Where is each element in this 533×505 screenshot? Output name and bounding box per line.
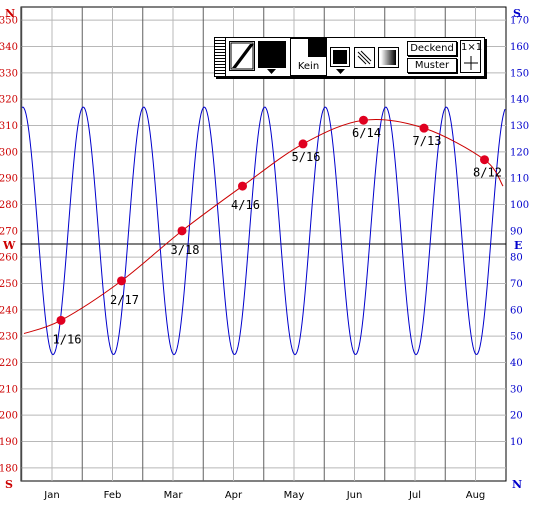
month-axis: Jan Feb Mar Apr May Jun Jul Aug (43, 490, 485, 501)
palette-drag-handle[interactable] (215, 38, 226, 76)
month-label: Jan (43, 490, 59, 501)
left-tick-label: 340 (0, 42, 18, 53)
gradient-icon (381, 50, 396, 65)
fill-dropdown-icon (336, 69, 345, 74)
left-tick-label: 280 (0, 200, 18, 211)
right-axis: 170 160 150 140 130 120 110 100 90 80 70 60 50 40 30 20… (510, 16, 529, 448)
data-point (56, 315, 66, 325)
blue-series-line (21, 106, 506, 356)
data-point (177, 226, 187, 236)
left-top-label: N (5, 7, 15, 20)
right-tick-label: 50 (510, 332, 523, 343)
grid-size-label: 1×1 (461, 42, 483, 53)
data-point-label: 2/17 (110, 293, 139, 307)
data-point-label: 6/14 (352, 126, 381, 140)
right-tick-label: 110 (510, 174, 529, 185)
right-tick-label: 40 (510, 358, 523, 369)
month-label: Mar (164, 490, 184, 501)
left-tick-label: 190 (0, 437, 18, 448)
right-tick-label: 160 (510, 42, 529, 53)
right-bottom-label: N (512, 478, 522, 491)
data-point (298, 139, 308, 149)
data-point (480, 155, 489, 165)
pen-color-button[interactable] (258, 41, 286, 68)
right-tick-label: 10 (510, 437, 523, 448)
right-tick-label: 80 (510, 253, 523, 264)
right-tick-label: 140 (510, 95, 529, 106)
diagonal-hatch-icon (357, 50, 372, 65)
right-tick-label: 150 (510, 68, 529, 79)
data-point (117, 276, 126, 286)
left-tick-label: 330 (0, 68, 18, 79)
grid-size-button[interactable]: 1×1 (460, 40, 483, 73)
red-series-line (23, 118, 504, 335)
right-tick-label: 90 (510, 226, 523, 237)
right-middle-label: E (514, 239, 522, 252)
left-axis: 350 340 330 320 310 300 290 280 270 260 250 240 230 2… (0, 16, 18, 475)
left-bottom-label: S (5, 478, 13, 491)
right-tick-label: 30 (510, 384, 523, 395)
right-tick-label: 100 (510, 200, 529, 211)
data-point-label: 7/13 (413, 134, 442, 148)
left-tick-label: 350 (0, 16, 18, 27)
opaque-button[interactable]: Deckend (407, 41, 457, 56)
fill-none-button[interactable]: Kein (290, 38, 327, 76)
left-middle-label: W (2, 239, 16, 252)
right-tick-label: 60 (510, 305, 523, 316)
pattern-button[interactable]: Muster (407, 58, 457, 73)
left-tick-label: 310 (0, 121, 18, 132)
right-tick-label: 20 (510, 411, 523, 422)
month-label: Feb (104, 490, 122, 501)
grid (21, 7, 506, 481)
left-tick-label: 180 (0, 463, 18, 474)
pen-color-dropdown-icon (267, 69, 276, 74)
left-tick-label: 210 (0, 384, 18, 395)
left-tick-label: 270 (0, 226, 18, 237)
shadow-style-button[interactable] (354, 47, 375, 68)
diagonal-line-icon (230, 42, 254, 70)
crosshair-icon (464, 56, 478, 70)
left-tick-label: 290 (0, 174, 18, 185)
left-tick-label: 250 (0, 279, 18, 290)
right-tick-label: 130 (510, 121, 529, 132)
fill-swatch-icon (308, 39, 326, 57)
series-red (23, 118, 504, 335)
left-tick-label: 320 (0, 95, 18, 106)
left-tick-label: 200 (0, 411, 18, 422)
data-point (359, 115, 368, 125)
month-label: May (284, 490, 305, 501)
tool-palette[interactable]: Kein Deckend Muster 1×1 (214, 37, 485, 77)
fill-color-button[interactable] (330, 47, 350, 67)
right-tick-label: 120 (510, 147, 529, 158)
fill-none-label: Kein (297, 61, 320, 72)
data-points: 1/16 2/17 3/18 4/16 5/16 6/14 7/13 8/12 (53, 115, 502, 346)
data-point (238, 181, 247, 191)
data-point-label: 3/18 (171, 243, 200, 257)
left-tick-label: 240 (0, 305, 18, 316)
right-tick-label: 170 (510, 16, 529, 27)
data-point-label: 4/16 (231, 198, 260, 212)
data-point-label: 1/16 (53, 332, 82, 346)
month-label: Jul (408, 490, 421, 501)
series-blue (21, 106, 506, 356)
month-label: Jun (346, 490, 363, 501)
line-tool-button[interactable] (229, 41, 255, 71)
gradient-button[interactable] (378, 47, 399, 68)
data-point-label: 8/12 (473, 166, 502, 180)
left-tick-label: 220 (0, 358, 18, 369)
fill-square-icon (333, 50, 347, 64)
month-label: Apr (225, 490, 243, 501)
month-label: Aug (466, 490, 486, 501)
right-tick-label: 70 (510, 279, 523, 290)
data-point (419, 123, 429, 133)
left-tick-label: 230 (0, 332, 18, 343)
left-tick-label: 260 (0, 253, 18, 264)
data-point-label: 5/16 (292, 150, 321, 164)
right-top-label: S (513, 7, 521, 20)
left-tick-label: 300 (0, 147, 18, 158)
